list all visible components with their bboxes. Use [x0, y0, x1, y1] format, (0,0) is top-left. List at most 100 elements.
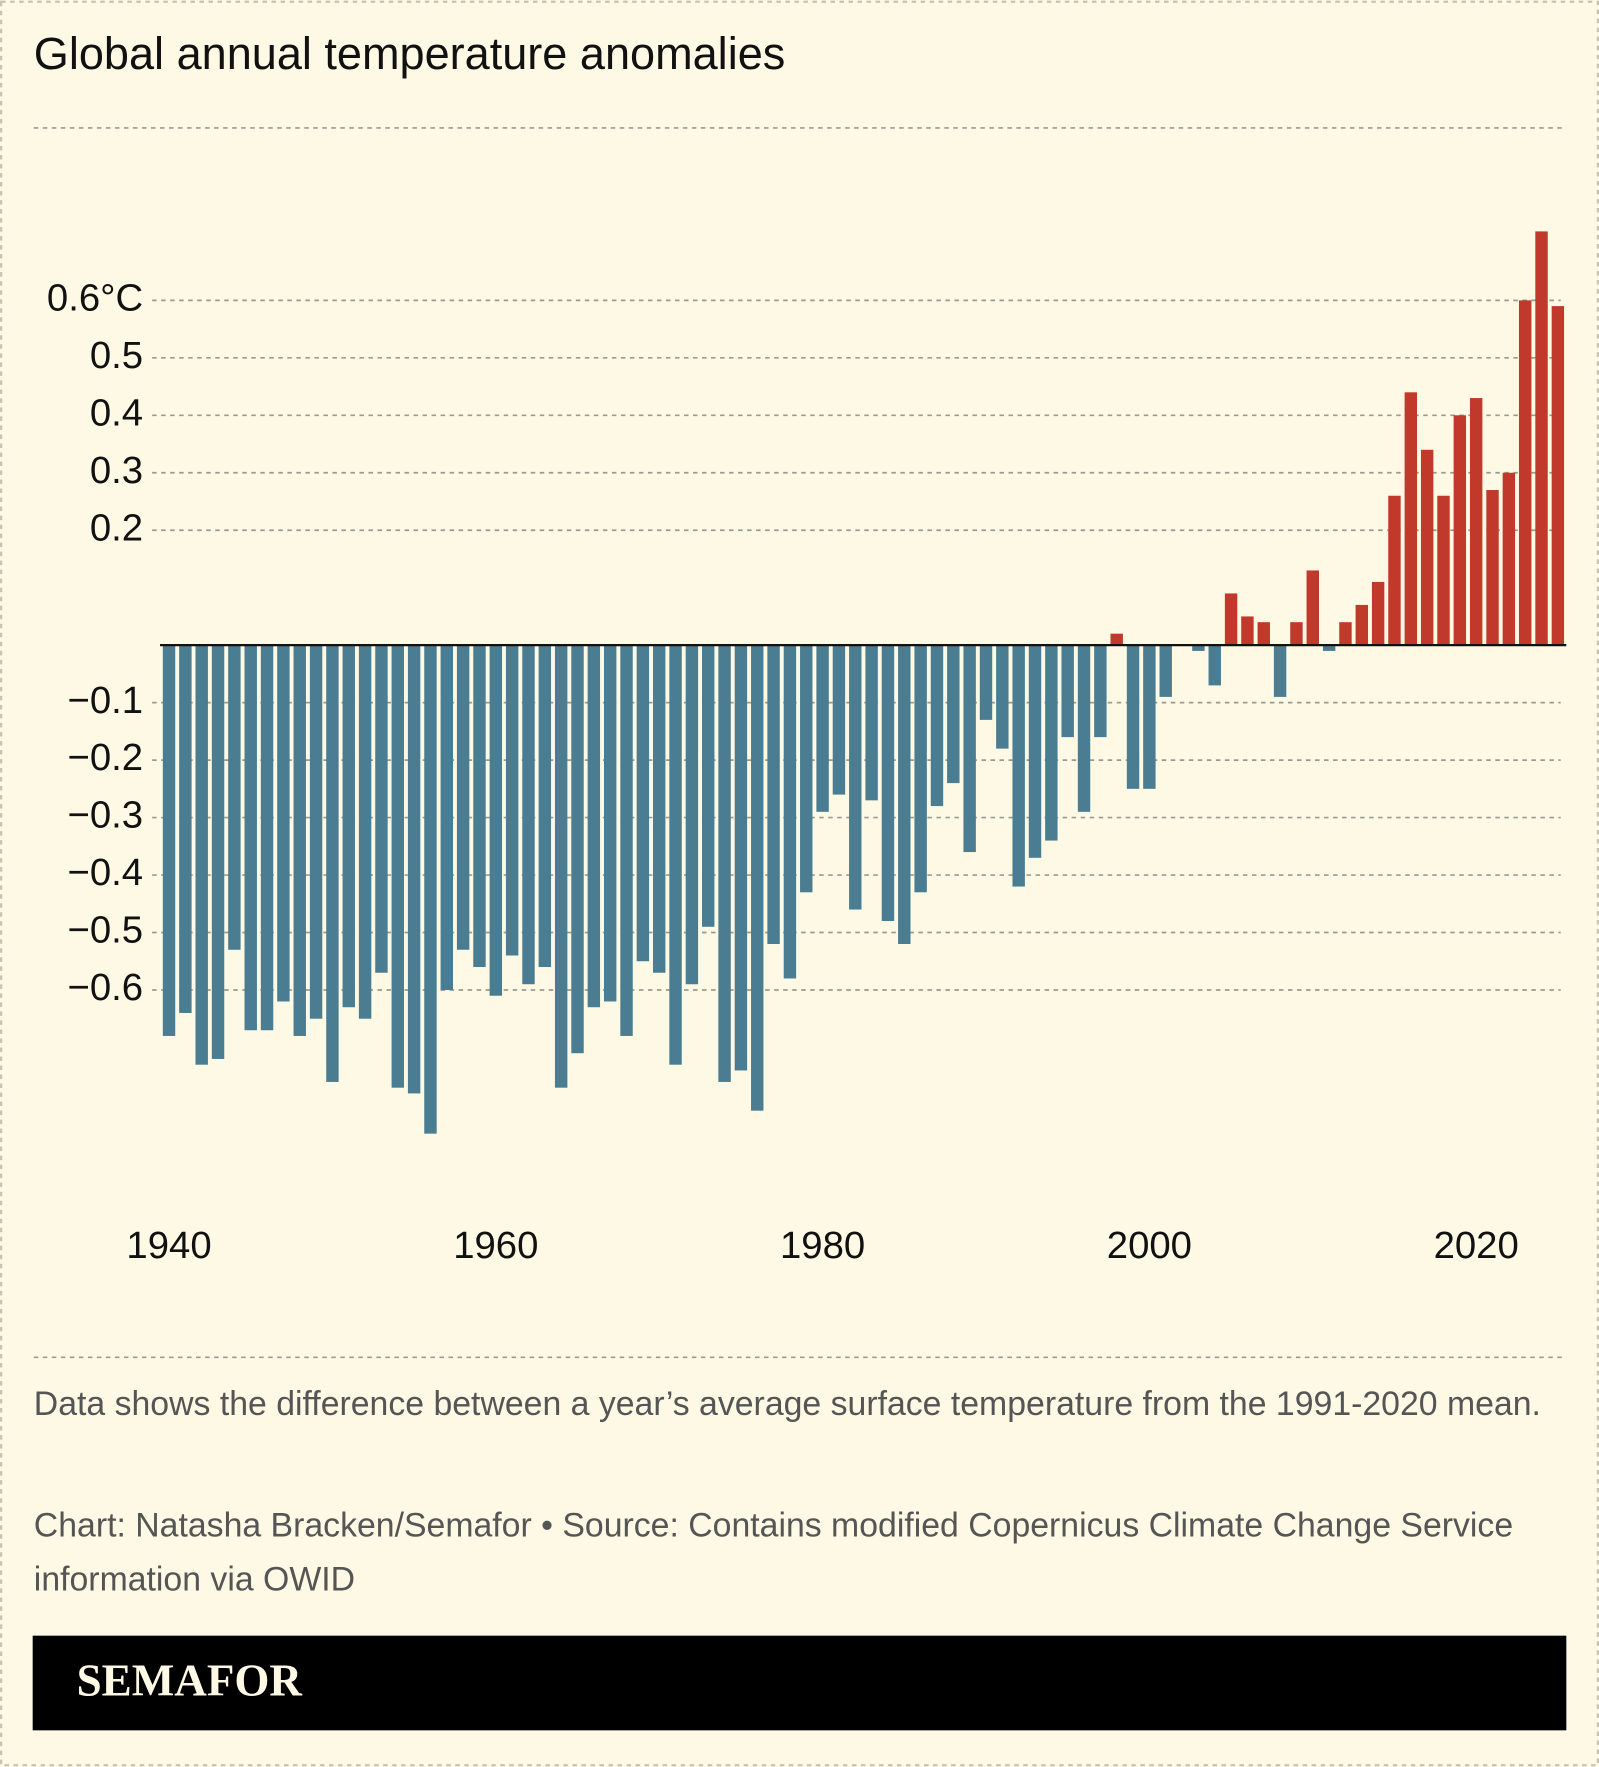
bar	[1469, 398, 1483, 646]
bar	[1241, 616, 1254, 646]
x-tick-label: 2000	[1107, 1224, 1192, 1267]
bar	[277, 645, 290, 1002]
bar	[326, 645, 339, 1082]
bar	[718, 645, 731, 1082]
bar	[881, 645, 895, 922]
bar	[309, 645, 323, 1019]
bar	[440, 645, 454, 990]
y-tick-label: 0.5	[90, 334, 143, 377]
bar	[456, 645, 470, 950]
note: Data shows the difference between a year…	[33, 1385, 1541, 1423]
y-tick-label: 0.6°C	[47, 276, 143, 319]
y-tick-label: 0.3	[90, 449, 143, 492]
bar	[1355, 604, 1369, 646]
bar	[1094, 645, 1107, 738]
bar	[898, 645, 911, 945]
y-tick-label: −0.6	[68, 966, 144, 1009]
bar	[832, 645, 846, 795]
bar	[1143, 645, 1156, 789]
bar	[1306, 570, 1319, 646]
bar	[1110, 633, 1123, 646]
bar	[702, 645, 715, 927]
bar	[783, 645, 797, 979]
bar	[849, 645, 862, 910]
bar	[554, 645, 568, 1088]
bar	[375, 645, 388, 973]
bar	[1518, 300, 1532, 646]
x-tick-label: 1980	[780, 1224, 865, 1267]
bar	[1502, 472, 1516, 646]
bar	[800, 645, 813, 893]
brand: SEMAFOR	[77, 1656, 303, 1706]
bar	[1257, 622, 1270, 646]
bar	[1453, 415, 1467, 646]
bar	[767, 645, 780, 945]
x-tick-label: 1940	[126, 1224, 211, 1267]
bar	[963, 645, 976, 853]
bar	[538, 645, 552, 967]
bar	[652, 645, 666, 973]
bar	[1224, 593, 1238, 646]
bar	[1535, 231, 1548, 646]
note-box: Data shows the difference between a year…	[33, 1385, 1541, 1423]
bar	[489, 645, 503, 996]
bar	[751, 645, 764, 1111]
bar	[620, 645, 633, 1036]
bar	[571, 645, 584, 1054]
bar	[211, 645, 225, 1059]
bar	[228, 645, 241, 950]
bar	[1486, 490, 1499, 646]
bar	[391, 645, 404, 1088]
bar	[685, 645, 699, 985]
bar	[505, 645, 519, 956]
bar	[522, 645, 535, 985]
x-tick-label: 1960	[453, 1224, 538, 1267]
bar	[407, 645, 421, 1094]
bar	[979, 645, 993, 720]
bar	[1028, 645, 1042, 858]
bar	[342, 645, 355, 1008]
bar	[636, 645, 650, 962]
y-tick-label: 0.4	[90, 391, 143, 434]
bar	[179, 645, 192, 1013]
bar	[1208, 645, 1221, 686]
bar	[816, 645, 829, 812]
bar	[865, 645, 878, 801]
bar	[1388, 495, 1401, 646]
bar	[1420, 449, 1434, 646]
bar	[1061, 645, 1074, 738]
bar	[195, 645, 208, 1065]
footer-bar	[32, 1635, 1567, 1731]
x-tick-label: 2020	[1434, 1224, 1519, 1267]
bar	[1126, 645, 1140, 789]
bar	[1290, 622, 1303, 646]
bar	[424, 645, 437, 1134]
bar	[734, 645, 748, 1071]
bar	[1551, 306, 1565, 646]
bar	[914, 645, 927, 893]
bar	[1437, 495, 1450, 646]
bar	[1322, 645, 1336, 651]
bar	[162, 645, 176, 1036]
bar	[1159, 645, 1172, 697]
bar	[1192, 645, 1205, 651]
bar	[1012, 645, 1025, 887]
bar	[1339, 622, 1352, 646]
bar	[1273, 645, 1287, 697]
y-tick-label: −0.3	[68, 794, 144, 837]
y-tick-label: −0.4	[68, 851, 144, 894]
bar	[930, 645, 944, 807]
bar	[996, 645, 1009, 749]
bar	[293, 645, 306, 1036]
bar	[603, 645, 617, 1002]
bar	[587, 645, 601, 1008]
bar	[244, 645, 257, 1031]
bar	[1077, 645, 1091, 812]
bar	[1371, 581, 1385, 646]
bar	[1045, 645, 1058, 841]
bar	[947, 645, 960, 784]
bar	[669, 645, 682, 1065]
source: Chart: Natasha Bracken/Semafor • Source:…	[33, 1507, 1514, 1599]
